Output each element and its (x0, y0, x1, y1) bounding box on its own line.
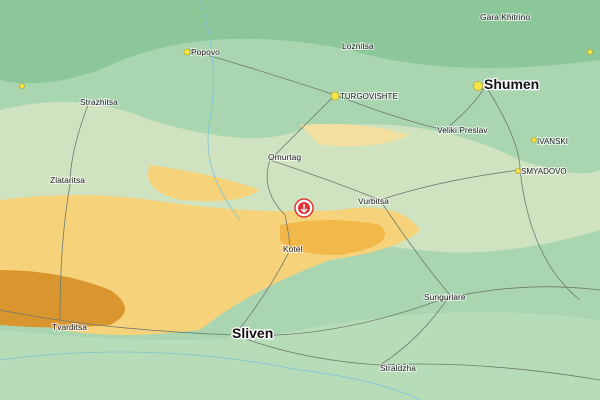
road (59, 99, 91, 321)
town-dot (19, 83, 25, 89)
town-label: Omurtag (268, 152, 301, 162)
road (234, 94, 336, 336)
town-dot (587, 49, 593, 55)
road (484, 84, 581, 301)
town-label: Loznitsa (342, 41, 374, 51)
road (234, 334, 600, 381)
river (0, 351, 421, 400)
kotel-zone (280, 220, 385, 255)
zone-west (148, 165, 260, 202)
town-label: SMYADOVO (521, 167, 567, 176)
plain-south (0, 312, 600, 400)
river (199, 0, 241, 221)
town-label: TURGOVISHTE (340, 92, 398, 101)
road (189, 49, 486, 131)
town-label: Gara Khitrino (480, 12, 530, 22)
town-dot (231, 330, 241, 340)
roads (0, 49, 600, 381)
location-marker[interactable] (294, 198, 314, 218)
town-label: Strazhitsa (80, 97, 118, 107)
zone-omurtag (300, 123, 410, 147)
town-dots (19, 48, 593, 340)
town-dot (531, 137, 537, 143)
town-dot (330, 91, 340, 101)
town-label: Tvarditsa (52, 322, 87, 332)
town-label: IVANSKI (537, 137, 568, 146)
road (0, 286, 600, 336)
town-label: Kotel (283, 244, 302, 254)
marker-arrow (300, 204, 308, 213)
town-dot (515, 168, 521, 174)
plateau (0, 102, 600, 253)
town-label: Zlataritsa (50, 175, 85, 185)
hills-north (0, 0, 600, 84)
town-label: Straldzha (380, 363, 416, 373)
city-label: Sliven (232, 325, 273, 341)
town-label: Veliki Preslav (437, 125, 488, 135)
town-label: Popovo (191, 47, 220, 57)
city-label: Shumen (484, 76, 539, 92)
peak-zone (0, 270, 125, 328)
town-dot (473, 81, 483, 91)
labels: Gara Khitrino Popovo Loznitsa Shumen Str… (49, 11, 569, 374)
town-label: Sungurlare (424, 292, 466, 302)
road (379, 199, 451, 366)
rivers (0, 0, 421, 400)
town-label: Vurbitsa (358, 196, 389, 206)
town-dot (183, 48, 191, 56)
